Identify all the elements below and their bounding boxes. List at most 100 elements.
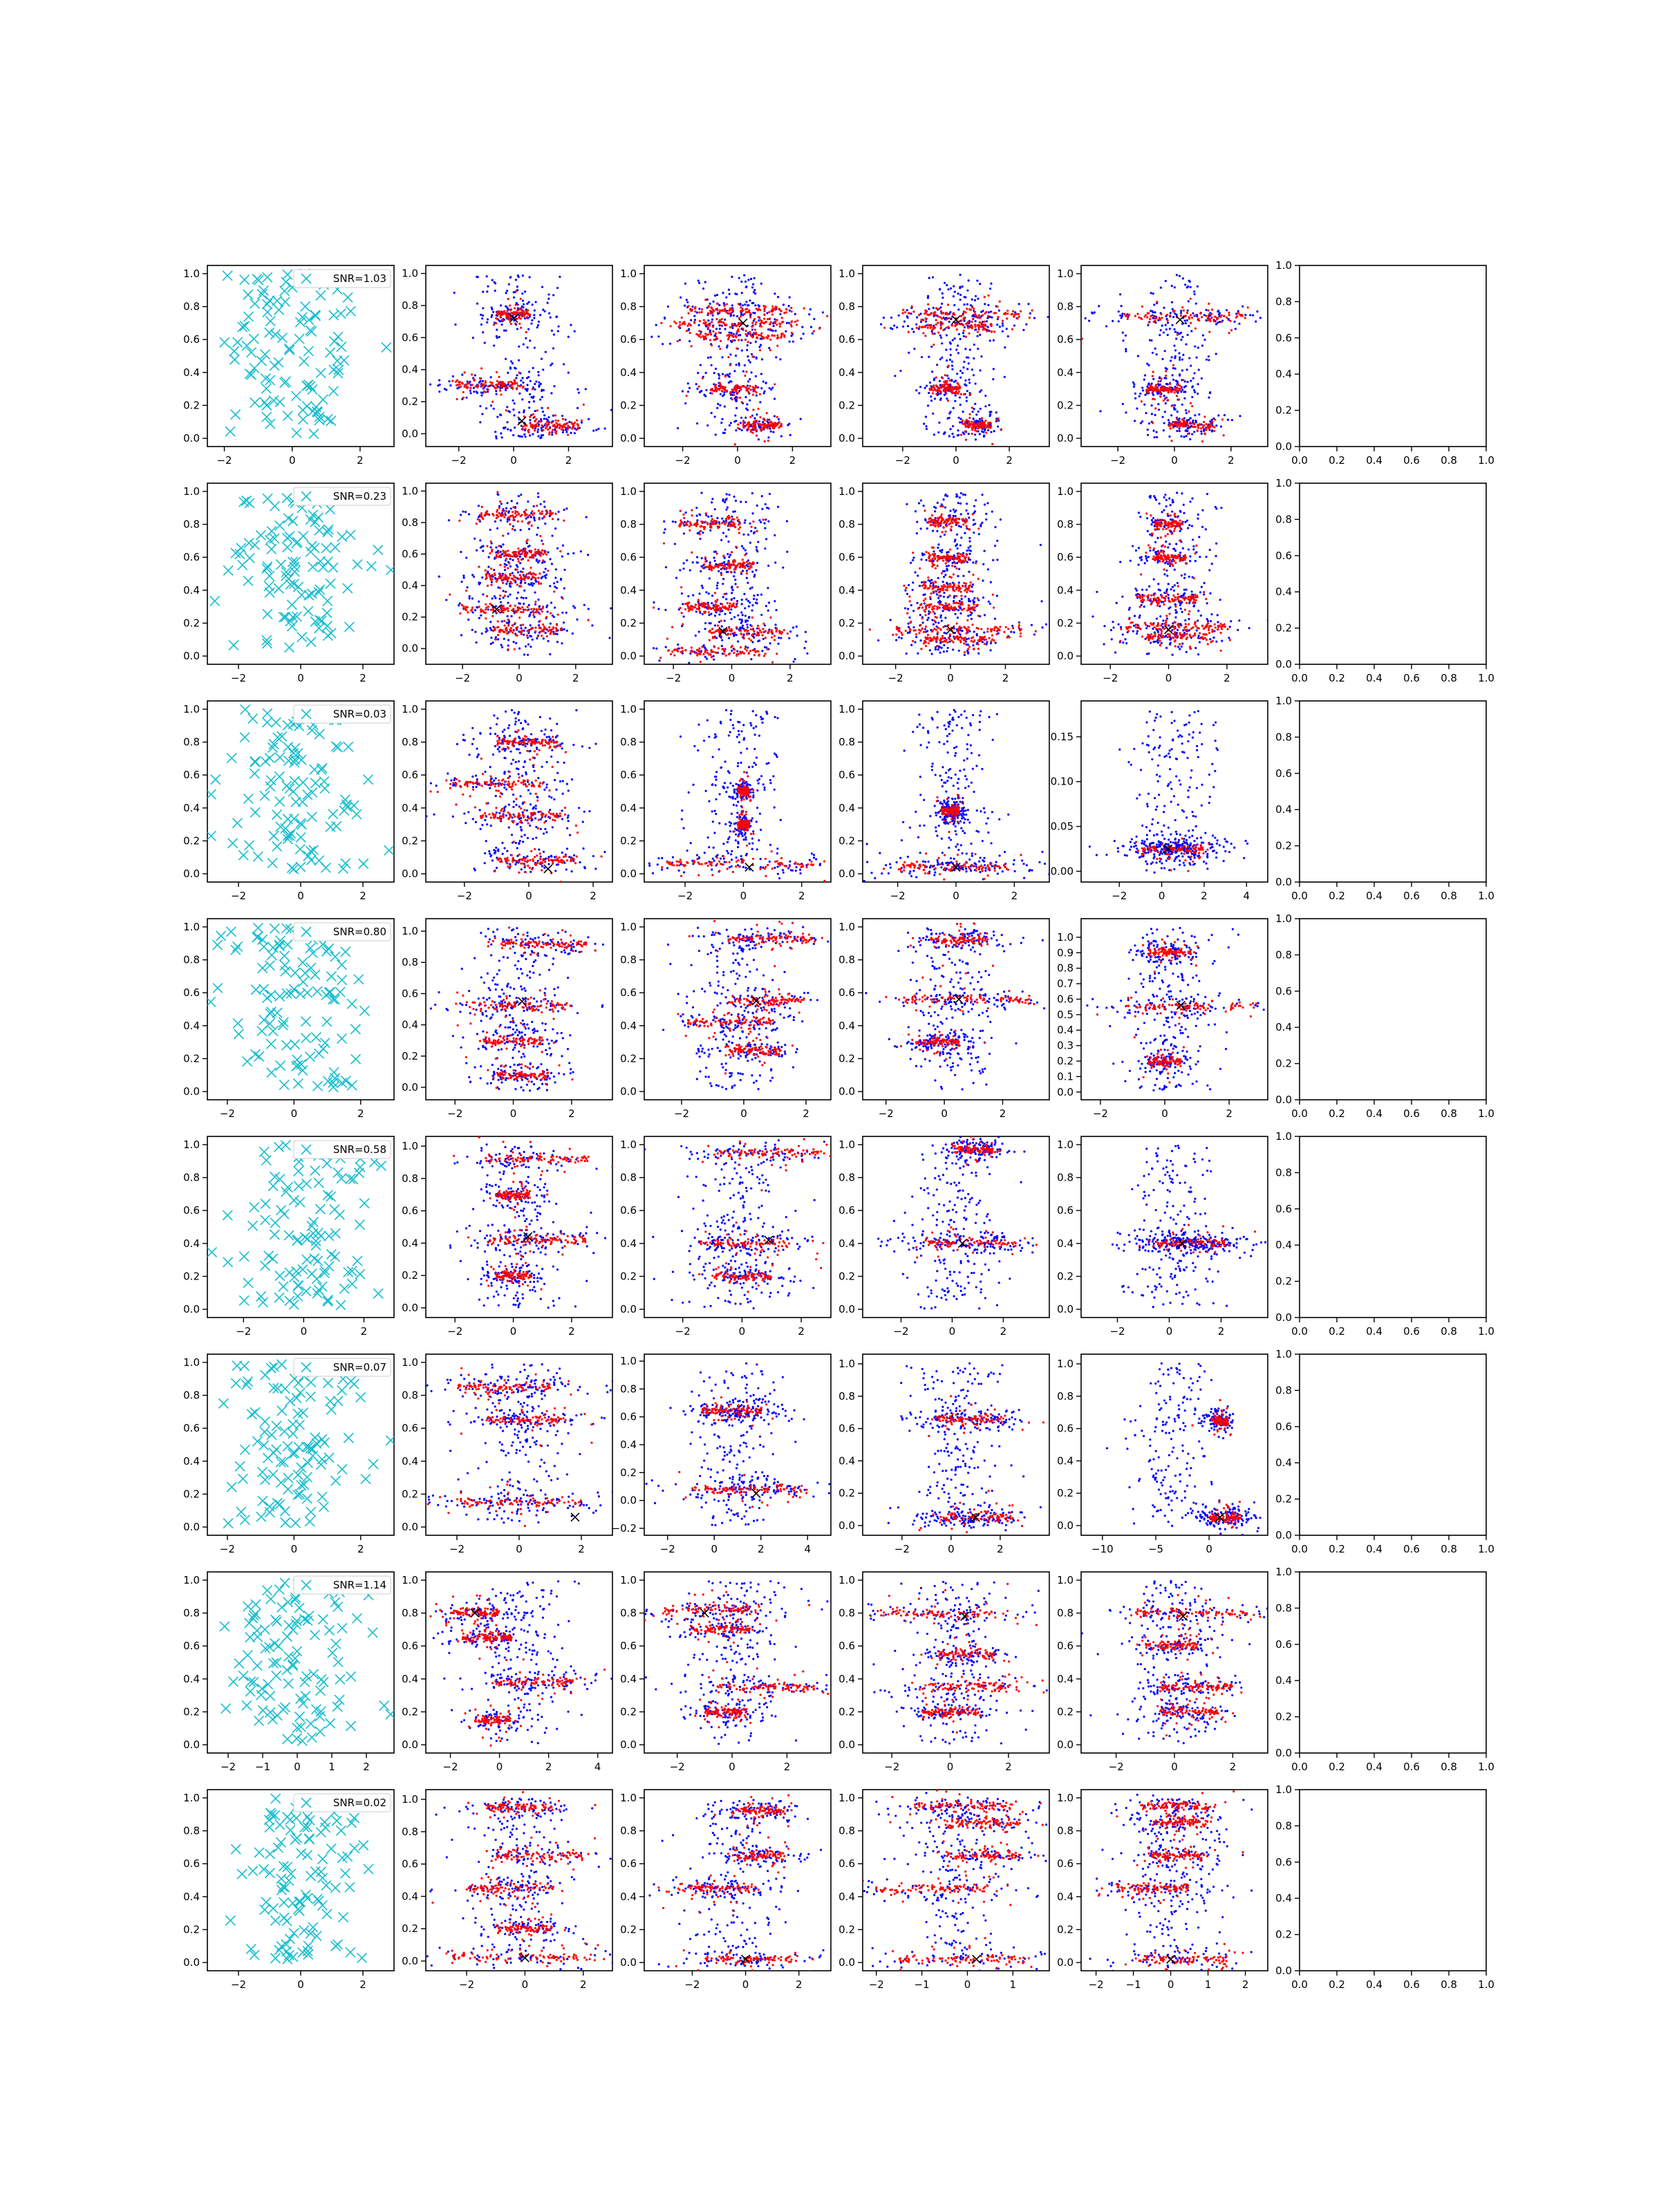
series-b-point xyxy=(1146,316,1149,319)
series-b-point xyxy=(534,420,536,422)
series-b-point xyxy=(980,326,982,328)
series-b-point xyxy=(498,630,501,632)
y-tick-label: 0.6 xyxy=(402,331,418,344)
latent-point-marker xyxy=(244,368,255,379)
series-a-point xyxy=(550,601,553,604)
series-b-point xyxy=(496,509,499,512)
latent-point-marker xyxy=(264,327,275,338)
series-a-point xyxy=(737,614,740,617)
series-a-point xyxy=(718,345,720,348)
series-b-point xyxy=(525,634,529,637)
series-a-point xyxy=(704,371,707,374)
series-b-point xyxy=(511,527,514,530)
series-a-point xyxy=(550,392,553,395)
series-a-point xyxy=(744,500,747,503)
series-b-point xyxy=(732,562,735,565)
series-a-point xyxy=(534,409,536,413)
series-b-point xyxy=(534,630,537,633)
series-b-point xyxy=(935,319,937,321)
series-a-point xyxy=(486,321,489,324)
series-a-point xyxy=(1168,328,1171,330)
y-tick-label: 0.2 xyxy=(838,399,855,411)
series-b-point xyxy=(981,324,984,327)
series-a-point xyxy=(738,428,741,431)
series-b-point xyxy=(716,337,719,340)
series-a-point xyxy=(1209,420,1212,423)
series-a-point xyxy=(717,402,720,405)
series-a-point xyxy=(476,606,478,609)
series-b-point xyxy=(964,423,966,426)
series-b-point xyxy=(532,555,534,558)
series-a-point xyxy=(713,658,715,661)
series-b-point xyxy=(545,615,548,619)
series-a-point xyxy=(1234,328,1237,330)
series-b-point xyxy=(555,422,558,424)
series-a-point xyxy=(1186,380,1189,384)
series-b-point xyxy=(747,310,749,314)
series-a-point xyxy=(1227,318,1230,321)
series-b-point xyxy=(503,619,506,622)
series-a-point xyxy=(979,407,982,410)
series-b-point xyxy=(518,574,521,577)
series-a-point xyxy=(744,607,747,610)
series-b-point xyxy=(927,303,930,306)
series-a-point xyxy=(861,309,863,311)
series-b-point xyxy=(790,331,793,334)
series-b-point xyxy=(507,554,510,556)
series-a-point xyxy=(1170,356,1173,359)
series-b-point xyxy=(952,388,955,391)
series-a-point xyxy=(988,288,992,290)
series-b-point xyxy=(1179,384,1181,387)
latent-point-marker xyxy=(321,608,332,619)
series-a-point xyxy=(1207,355,1210,358)
series-b-point xyxy=(508,562,511,565)
latent-point-marker xyxy=(366,561,377,572)
series-a-point xyxy=(1252,314,1255,317)
series-a-point xyxy=(523,411,525,413)
series-b-point xyxy=(752,424,755,427)
series-a-point xyxy=(535,380,538,383)
series-a-point xyxy=(481,576,484,579)
series-a-point xyxy=(987,311,991,314)
latent-point-marker xyxy=(261,400,272,411)
x-tick-label: −2 xyxy=(895,454,910,467)
series-b-point xyxy=(1019,310,1022,312)
series-b-point xyxy=(465,606,467,608)
series-b-point xyxy=(736,396,739,399)
series-a-point xyxy=(503,427,505,430)
encoded-scatter-row-1-col-2: −2 0 20.00.20.40.60.81.0 xyxy=(402,265,613,467)
series-b-point xyxy=(993,330,996,333)
series-a-point xyxy=(752,283,755,285)
series-b-point xyxy=(1152,315,1155,317)
series-a-point xyxy=(568,426,571,429)
series-a-point xyxy=(915,389,918,392)
series-a-point xyxy=(1165,328,1168,331)
series-b-point xyxy=(977,328,980,331)
series-a-point xyxy=(526,653,529,656)
series-a-point xyxy=(709,356,712,359)
series-a-point xyxy=(1154,413,1156,416)
series-a-point xyxy=(774,600,776,603)
series-a-point xyxy=(572,605,575,608)
series-a-point xyxy=(1105,325,1108,328)
series-a-point xyxy=(771,386,774,389)
series-a-point xyxy=(539,418,543,421)
series-b-point xyxy=(1154,388,1157,391)
series-b-point xyxy=(962,422,964,425)
series-a-point xyxy=(760,613,763,617)
series-a-point xyxy=(709,522,712,525)
series-a-point xyxy=(1002,324,1004,327)
series-b-point xyxy=(554,414,557,417)
series-a-point xyxy=(494,282,497,285)
series-a-point xyxy=(1175,274,1179,276)
latent-point-marker xyxy=(322,527,333,538)
series-a-point xyxy=(733,616,736,619)
series-b-point xyxy=(948,317,951,320)
series-a-point xyxy=(774,397,776,400)
series-a-point xyxy=(686,520,689,523)
series-b-point xyxy=(527,429,530,431)
series-a-point xyxy=(716,406,719,409)
series-a-point xyxy=(741,624,744,627)
series-b-point xyxy=(783,334,786,337)
series-a-point xyxy=(915,323,918,326)
